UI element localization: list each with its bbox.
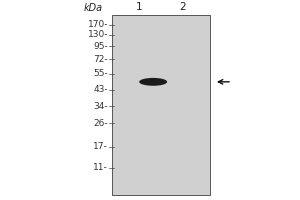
Text: 1: 1 bbox=[136, 2, 143, 12]
Text: 2: 2 bbox=[179, 2, 186, 12]
Text: 130-: 130- bbox=[88, 30, 108, 39]
Text: 11-: 11- bbox=[93, 163, 108, 172]
Text: kDa: kDa bbox=[84, 3, 103, 13]
Ellipse shape bbox=[139, 78, 167, 86]
Text: 43-: 43- bbox=[93, 85, 108, 94]
Text: 34-: 34- bbox=[93, 102, 108, 111]
Text: 26-: 26- bbox=[93, 119, 108, 128]
Text: 95-: 95- bbox=[93, 42, 108, 51]
Bar bbox=[112, 15, 210, 195]
Text: 17-: 17- bbox=[93, 142, 108, 151]
Text: 55-: 55- bbox=[93, 69, 108, 78]
Text: 170-: 170- bbox=[88, 20, 108, 29]
Text: 72-: 72- bbox=[93, 55, 108, 64]
